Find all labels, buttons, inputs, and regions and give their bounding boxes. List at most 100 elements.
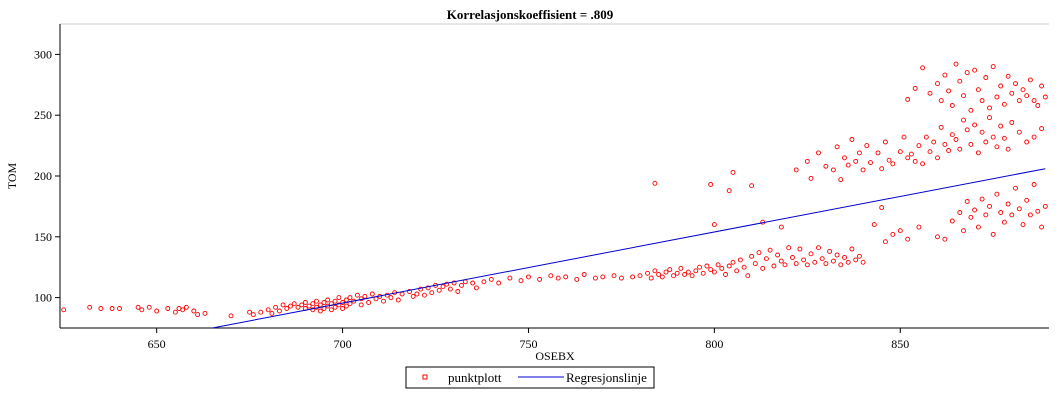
- scatter-point: [306, 303, 312, 309]
- scatter-point: [983, 139, 989, 145]
- scatter-point: [455, 289, 461, 294]
- scatter-point: [343, 303, 349, 309]
- scatter-point: [916, 224, 922, 230]
- scatter-point: [362, 293, 368, 299]
- scatter-point: [630, 274, 636, 280]
- scatter-point: [793, 167, 799, 173]
- scatter-point: [135, 304, 141, 310]
- scatter-point: [1031, 134, 1037, 140]
- scatter-point: [882, 139, 888, 145]
- scatter-point: [1005, 73, 1011, 79]
- scatter-point: [1009, 90, 1015, 96]
- scatter-point: [860, 259, 866, 265]
- scatter-point: [473, 285, 479, 291]
- scatter-point: [652, 180, 658, 186]
- scatter-point: [834, 144, 840, 150]
- x-axis-ticks: 650 700 750 800 850: [148, 328, 909, 351]
- scatter-point: [496, 280, 502, 286]
- scatter-point: [890, 231, 896, 237]
- scatter-point: [1013, 81, 1018, 87]
- scatter-point: [949, 218, 955, 224]
- scatter-point: [537, 276, 543, 282]
- scatter-point: [407, 289, 412, 294]
- scatter-point: [414, 291, 420, 297]
- scatter-point: [172, 309, 178, 315]
- scatter-point: [299, 302, 305, 308]
- scatter-point: [957, 78, 963, 84]
- scatter-point: [842, 255, 847, 260]
- scatter-point: [325, 297, 331, 303]
- scatter-point: [979, 129, 985, 135]
- scatter-point: [856, 150, 862, 156]
- scatter-point: [912, 158, 918, 164]
- scatter-point: [935, 155, 940, 161]
- scatter-point: [711, 222, 717, 228]
- scatter-point: [897, 228, 903, 234]
- scatter-point: [767, 247, 773, 253]
- scatter-point: [879, 205, 885, 211]
- scatter-point: [808, 251, 814, 257]
- scatter-point: [637, 273, 643, 279]
- scatter-point: [663, 269, 669, 275]
- scatter-point: [920, 65, 926, 71]
- scatter-point: [395, 297, 401, 303]
- scatter-point: [518, 278, 524, 284]
- scatter-point: [228, 313, 234, 319]
- scatter-point: [830, 167, 836, 173]
- scatter-point: [332, 304, 338, 310]
- scatter-point: [983, 75, 989, 80]
- scatter-point: [1031, 182, 1037, 187]
- scatter-point: [990, 134, 996, 140]
- scatter-point: [901, 134, 907, 140]
- scatter-point: [667, 267, 673, 273]
- scatter-point: [652, 268, 658, 274]
- scatter-point: [927, 149, 933, 155]
- scatter-point: [429, 290, 435, 296]
- scatter-point: [336, 302, 342, 308]
- scatter-point: [972, 122, 978, 128]
- scatter-point: [250, 312, 256, 318]
- scatter-point: [775, 252, 781, 258]
- scatter-point: [421, 292, 427, 298]
- scatter-point: [975, 224, 981, 230]
- scatter-point: [968, 141, 974, 147]
- legend: punktplott Regresjonslinje: [405, 366, 655, 389]
- y-axis-label: TOM: [5, 162, 19, 189]
- scatter-point: [258, 309, 264, 315]
- scatter-point: [399, 291, 405, 297]
- scatter-point: [1035, 208, 1041, 214]
- scatter-point: [154, 308, 160, 314]
- scatter-point: [868, 160, 873, 166]
- y-tick-label: 250: [34, 108, 52, 122]
- scatter-point: [886, 157, 892, 163]
- scatter-points: [61, 61, 1048, 319]
- scatter-point: [328, 307, 334, 313]
- scatter-point: [808, 175, 814, 181]
- scatter-point: [284, 306, 290, 311]
- scatter-point: [752, 261, 758, 267]
- scatter-point: [749, 183, 755, 189]
- scatter-point: [856, 253, 862, 259]
- scatter-point: [931, 139, 937, 145]
- scatter-point: [321, 300, 327, 305]
- scatter-point: [882, 239, 888, 245]
- scatter-point: [1039, 224, 1045, 230]
- scatter-point: [548, 273, 554, 279]
- scatter-point: [756, 250, 762, 256]
- scatter-point: [563, 274, 569, 280]
- scatter-point: [838, 262, 844, 268]
- scatter-point: [440, 284, 446, 290]
- legend-label-regresjonslinje: Regresjonslinje: [566, 370, 647, 385]
- scatter-point: [905, 236, 911, 242]
- x-tick-label: 650: [148, 337, 166, 351]
- scatter-point: [310, 307, 316, 313]
- scatter-point: [745, 273, 751, 279]
- scatter-point: [1024, 139, 1030, 145]
- scatter-point: [916, 143, 922, 149]
- scatter-point: [953, 137, 959, 142]
- scatter-point: [949, 132, 955, 138]
- scatter-point: [849, 246, 855, 252]
- scatter-point: [295, 304, 301, 310]
- scatter-point: [998, 210, 1004, 215]
- scatter-point: [1039, 83, 1045, 89]
